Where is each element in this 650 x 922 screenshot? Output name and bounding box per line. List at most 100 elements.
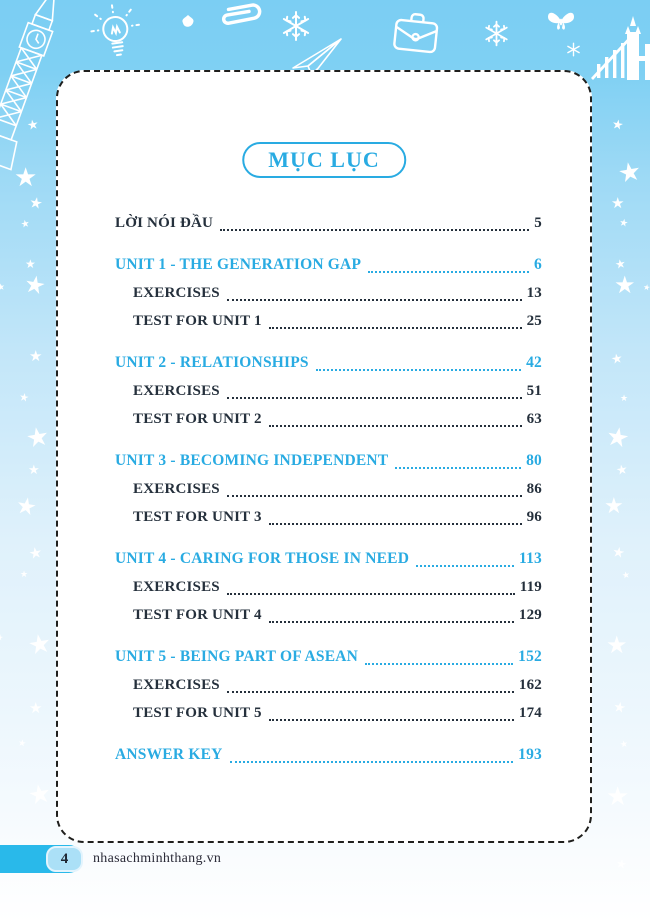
paperclip-icon xyxy=(208,0,270,46)
toc-entry: ANSWER KEY 193 xyxy=(115,741,542,769)
star-icon: ★ xyxy=(27,194,44,214)
star-icon: ★ xyxy=(610,116,625,133)
star-icon: ★ xyxy=(13,492,39,521)
toc-entry-label: TEST FOR UNIT 2 xyxy=(133,411,262,427)
star-icon: ★ xyxy=(0,632,4,643)
tower-bridge-icon xyxy=(583,8,650,80)
toc-entry: EXERCISES 51 xyxy=(115,377,542,405)
dot-leader xyxy=(226,377,522,399)
toc-entry: EXERCISES 162 xyxy=(115,671,542,699)
page-title: MỤC LỤC xyxy=(242,142,406,178)
butterfly-icon xyxy=(546,8,576,34)
star-icon: ★ xyxy=(28,462,40,477)
star-icon: ★ xyxy=(615,156,644,189)
toc-entry-page-number: 129 xyxy=(518,607,542,623)
star-icon: ★ xyxy=(614,461,629,478)
toc-entry-page-number: 152 xyxy=(518,648,542,665)
toc-entry: UNIT 2 - RELATIONSHIPS 42 xyxy=(115,349,542,377)
page-title-text: MỤC LỤC xyxy=(268,147,380,172)
toc-entry-page-number: 13 xyxy=(526,285,542,301)
toc-entry-label: TEST FOR UNIT 3 xyxy=(133,509,262,525)
website-text: nhasachminhthang.vn xyxy=(93,851,222,866)
toc-entry: EXERCISES 119 xyxy=(115,573,542,601)
table-of-contents: LỜI NÓI ĐẦU 5 UNIT 1 - THE GENERATION GA… xyxy=(115,209,542,769)
star-icon: ★ xyxy=(27,544,44,564)
toc-entry-page-number: 51 xyxy=(526,383,542,399)
toc-entry: LỜI NÓI ĐẦU 5 xyxy=(115,209,542,237)
star-icon: ★ xyxy=(18,391,30,405)
toc-entry: TEST FOR UNIT 3 96 xyxy=(115,503,542,531)
toc-entry: UNIT 1 - THE GENERATION GAP 6 xyxy=(115,251,542,279)
toc-entry-page-number: 6 xyxy=(534,256,542,273)
snowflake-small-icon xyxy=(566,42,581,57)
star-icon: ★ xyxy=(619,738,629,750)
toc-entry-label: TEST FOR UNIT 1 xyxy=(133,313,262,329)
toc-entry-page-number: 63 xyxy=(526,411,542,427)
dot-leader xyxy=(226,279,522,301)
star-icon: ★ xyxy=(606,633,628,659)
star-icon: ★ xyxy=(614,856,628,872)
star-icon: ★ xyxy=(604,493,624,518)
toc-entry-label: UNIT 4 - CARING FOR THOSE IN NEED xyxy=(115,550,410,567)
briefcase-icon xyxy=(390,10,442,57)
star-icon: ★ xyxy=(25,778,54,811)
dot-leader xyxy=(229,741,514,763)
page-number: 4 xyxy=(60,850,69,867)
toc-entry: TEST FOR UNIT 2 63 xyxy=(115,405,542,433)
page-number-badge: 4 xyxy=(46,846,83,872)
toc-entry-label: EXERCISES xyxy=(133,579,220,595)
star-icon: ★ xyxy=(25,257,36,271)
toc-entry: EXERCISES 86 xyxy=(115,475,542,503)
star-icon: ★ xyxy=(20,569,29,579)
toc-entry-label: UNIT 3 - BECOMING INDEPENDENT xyxy=(115,452,389,469)
star-icon: ★ xyxy=(17,737,27,749)
snowflake-icon xyxy=(483,20,510,47)
toc-entry: TEST FOR UNIT 1 25 xyxy=(115,307,542,335)
dot-leader xyxy=(226,573,515,595)
toc-entry: UNIT 5 - BEING PART OF ASEAN 152 xyxy=(115,643,542,671)
toc-entry: UNIT 3 - BECOMING INDEPENDENT 80 xyxy=(115,447,542,475)
toc-entry-label: UNIT 1 - THE GENERATION GAP xyxy=(115,256,362,273)
toc-entry-label: ANSWER KEY xyxy=(115,746,223,763)
star-icon: ★ xyxy=(611,196,625,212)
star-icon: ★ xyxy=(25,628,54,661)
dot-leader xyxy=(268,601,514,623)
dot-leader xyxy=(416,545,514,567)
star-icon: ★ xyxy=(621,569,631,581)
dot-leader xyxy=(226,475,522,497)
toc-entry: EXERCISES 13 xyxy=(115,279,542,307)
star-icon: ★ xyxy=(611,700,627,717)
toc-entry-page-number: 80 xyxy=(526,452,542,469)
star-icon: ★ xyxy=(0,281,6,293)
star-icon: ★ xyxy=(21,271,48,301)
toc-card: MỤC LỤC LỜI NÓI ĐẦU 5 UNIT 1 - THE GENER… xyxy=(56,70,592,843)
toc-entry-page-number: 96 xyxy=(526,509,542,525)
toc-entry: TEST FOR UNIT 5 174 xyxy=(115,699,542,727)
toc-entry-label: TEST FOR UNIT 4 xyxy=(133,607,262,623)
dot-leader xyxy=(268,307,522,329)
star-icon: ★ xyxy=(606,782,630,811)
toc-entry-label: LỜI NÓI ĐẦU xyxy=(115,215,214,231)
toc-entry-label: EXERCISES xyxy=(133,383,220,399)
star-icon: ★ xyxy=(23,421,52,454)
dot-leader xyxy=(220,209,530,231)
toc-entry-page-number: 86 xyxy=(526,481,542,497)
toc-entry-page-number: 119 xyxy=(519,579,542,595)
toc-entry-page-number: 174 xyxy=(518,705,542,721)
toc-entry: UNIT 4 - CARING FOR THOSE IN NEED 113 xyxy=(115,545,542,573)
dot-leader xyxy=(226,671,514,693)
star-icon: ★ xyxy=(614,273,636,299)
star-icon: ★ xyxy=(609,350,624,367)
toc-entry-page-number: 162 xyxy=(518,677,542,693)
toc-entry-page-number: 25 xyxy=(526,313,542,329)
lightbulb-icon xyxy=(84,0,148,67)
snowflake-icon xyxy=(280,10,312,42)
star-icon: ★ xyxy=(603,421,632,454)
toc-entry-page-number: 113 xyxy=(519,550,542,567)
star-icon: ★ xyxy=(613,256,627,272)
dot-leader xyxy=(268,699,514,721)
toc-entry-page-number: 42 xyxy=(526,354,542,371)
toc-entry-page-number: 193 xyxy=(518,746,542,763)
star-icon: ★ xyxy=(620,393,629,403)
dot-leader xyxy=(268,405,522,427)
